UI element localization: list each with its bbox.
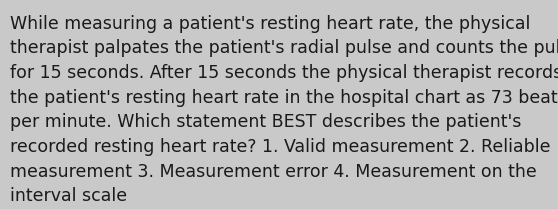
Text: recorded resting heart rate? 1. Valid measurement 2. Reliable: recorded resting heart rate? 1. Valid me… [10,138,551,156]
Text: per minute. Which statement BEST describes the patient's: per minute. Which statement BEST describ… [10,113,521,131]
Text: the patient's resting heart rate in the hospital chart as 73 beats: the patient's resting heart rate in the … [10,89,558,107]
Text: While measuring a patient's resting heart rate, the physical: While measuring a patient's resting hear… [10,15,531,33]
Text: for 15 seconds. After 15 seconds the physical therapist records: for 15 seconds. After 15 seconds the phy… [10,64,558,82]
Text: therapist palpates the patient's radial pulse and counts the pulse: therapist palpates the patient's radial … [10,39,558,57]
Text: interval scale: interval scale [10,187,127,205]
Text: measurement 3. Measurement error 4. Measurement on the: measurement 3. Measurement error 4. Meas… [10,163,537,181]
